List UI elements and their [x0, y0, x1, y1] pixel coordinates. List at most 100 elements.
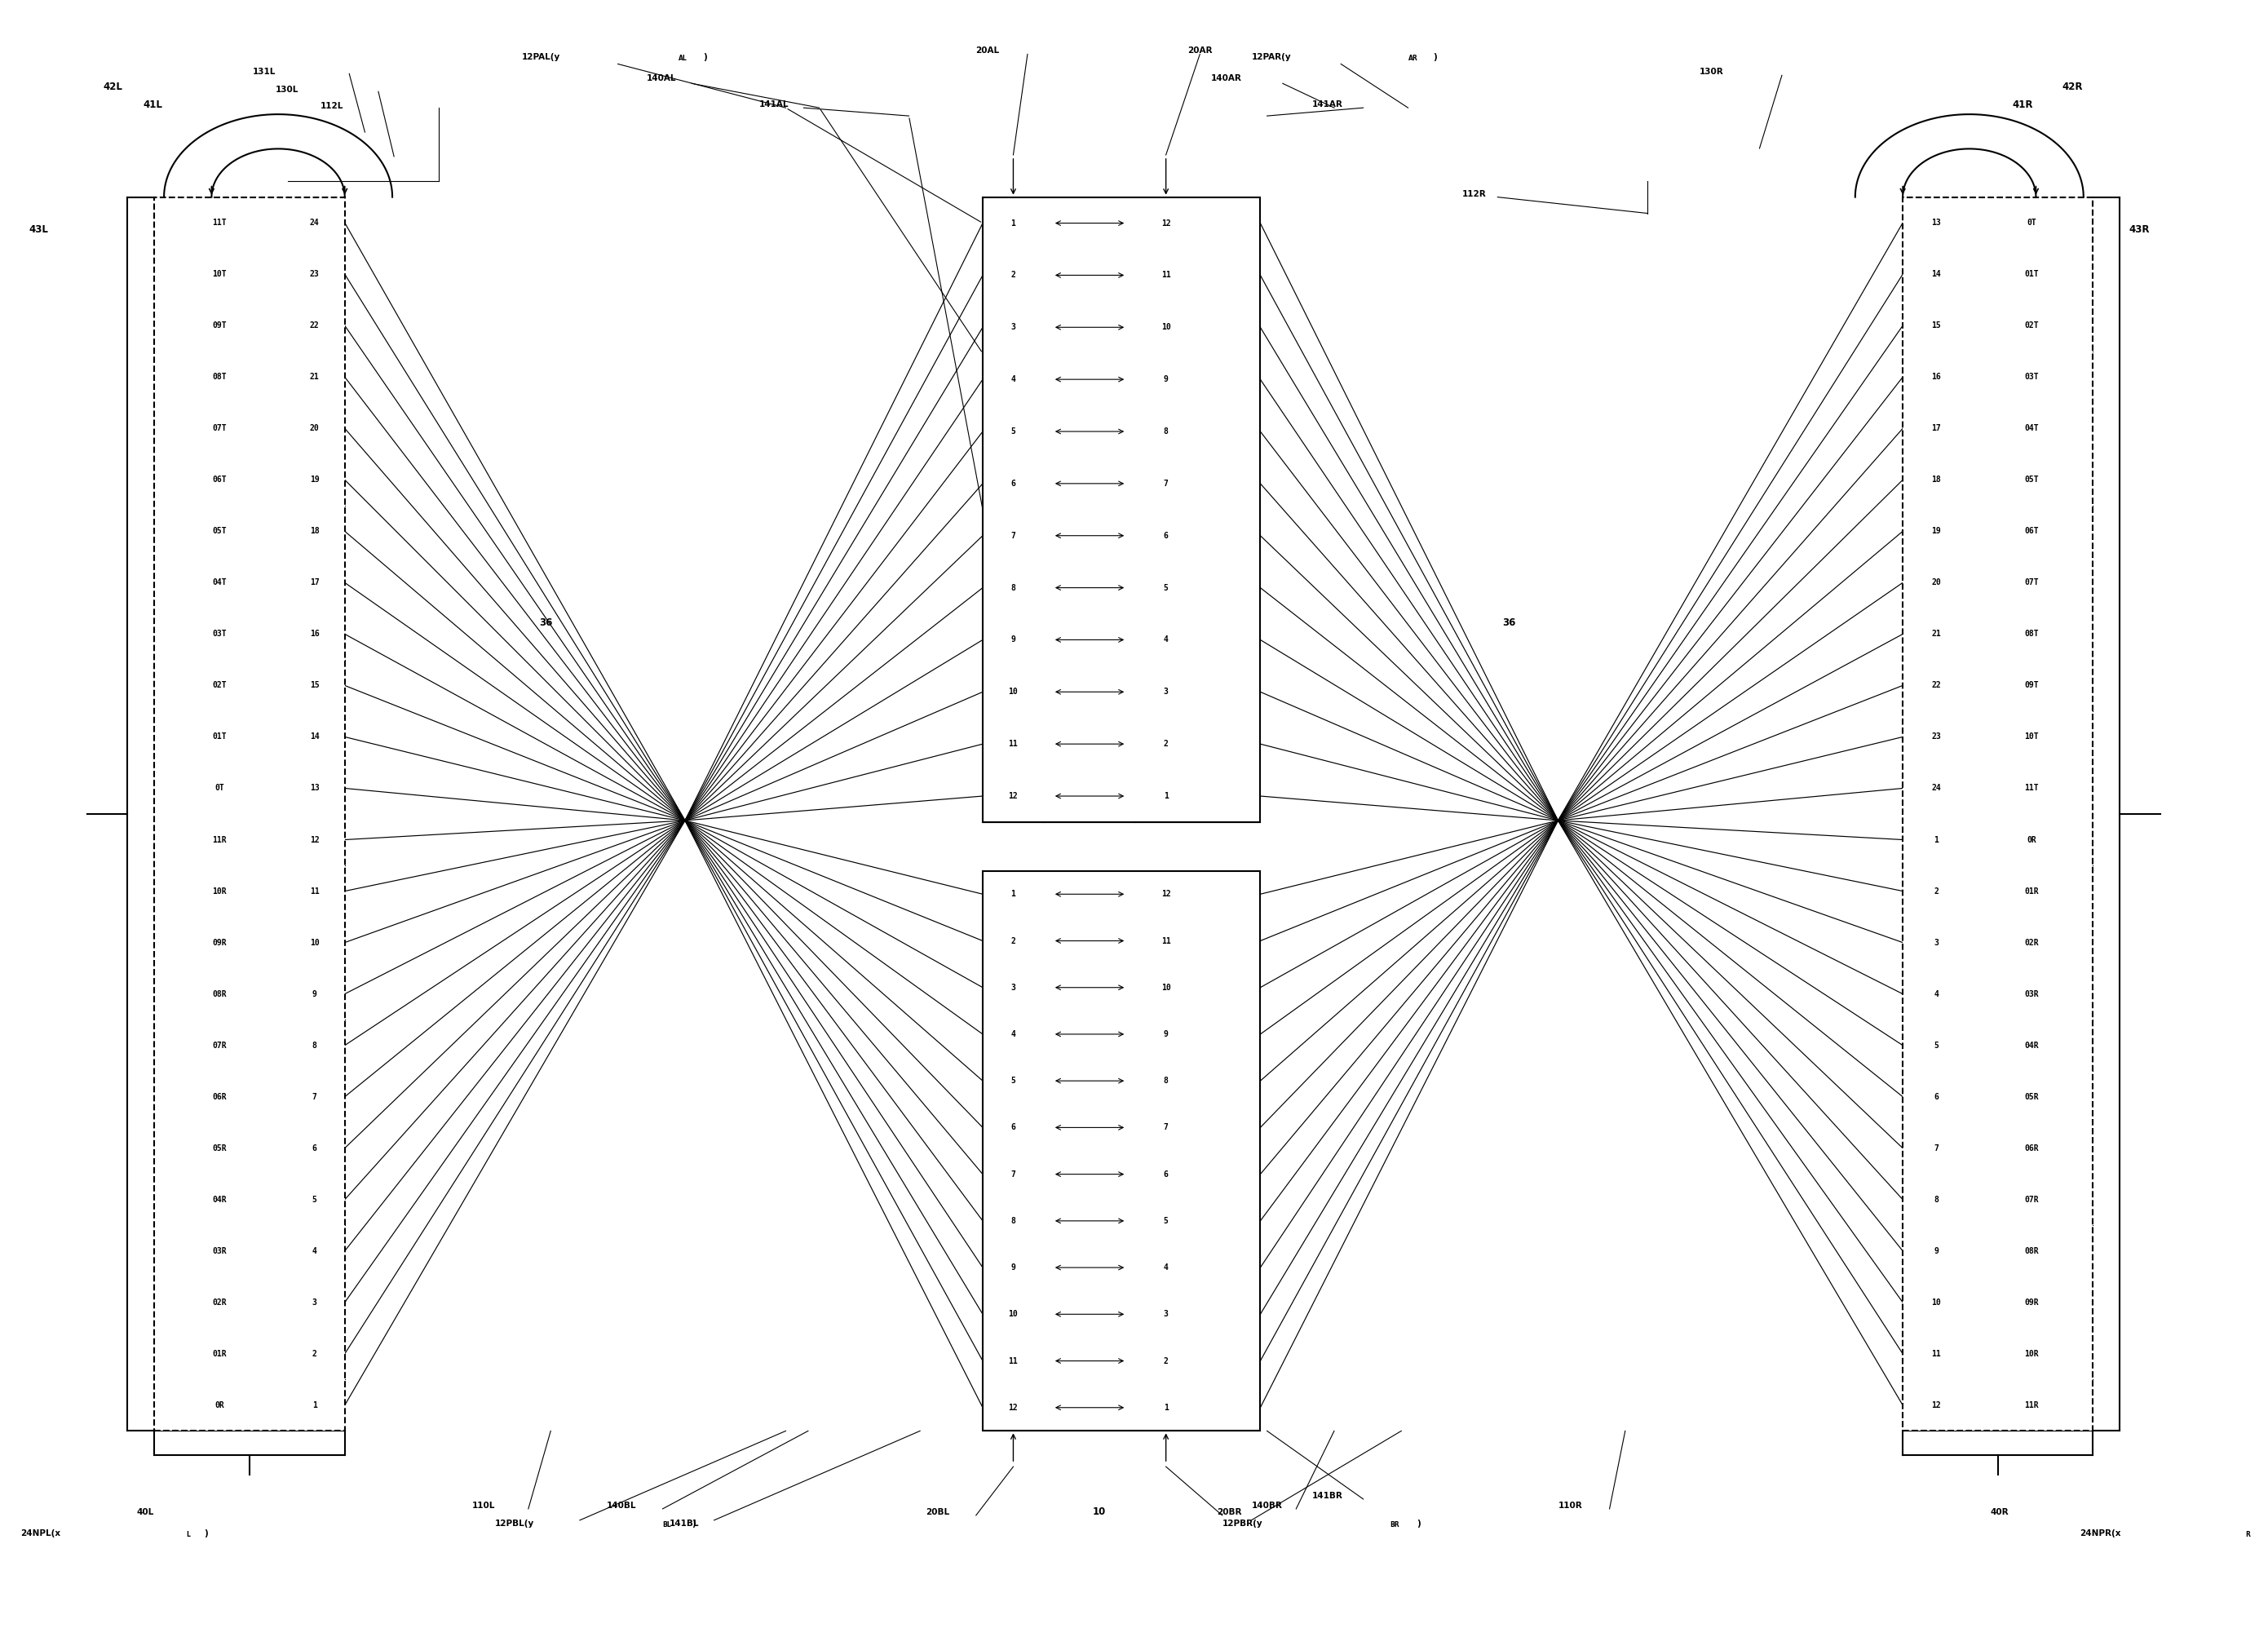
- Text: 9: 9: [1012, 637, 1016, 645]
- Text: 141AL: 141AL: [760, 101, 789, 109]
- Text: 06R: 06R: [2025, 1144, 2039, 1153]
- Text: AL: AL: [678, 55, 687, 62]
- Text: 20BR: 20BR: [1216, 1508, 1241, 1516]
- Text: 09R: 09R: [213, 938, 227, 946]
- Text: 20BL: 20BL: [925, 1508, 950, 1516]
- Text: 21: 21: [1932, 630, 1941, 638]
- Text: 5: 5: [1012, 428, 1016, 436]
- Text: 11: 11: [1932, 1350, 1941, 1358]
- Text: 6: 6: [1012, 1123, 1016, 1131]
- Text: 4: 4: [1163, 637, 1168, 645]
- Text: 08T: 08T: [213, 373, 227, 381]
- Text: 07R: 07R: [2025, 1195, 2039, 1203]
- Text: 01R: 01R: [2025, 887, 2039, 895]
- Text: 11T: 11T: [2025, 785, 2039, 793]
- Text: 10: 10: [1093, 1508, 1107, 1517]
- Text: 6: 6: [313, 1144, 318, 1153]
- Bar: [982, 871, 1261, 1431]
- Text: 7: 7: [1163, 1123, 1168, 1131]
- Text: 20AL: 20AL: [975, 47, 1000, 55]
- Text: 04T: 04T: [213, 578, 227, 586]
- Text: 40R: 40R: [1989, 1508, 2009, 1516]
- Text: 43R: 43R: [2130, 225, 2150, 234]
- Text: 40L: 40L: [136, 1508, 154, 1516]
- Text: ): ): [703, 54, 708, 62]
- Text: 24: 24: [1932, 785, 1941, 793]
- Text: 03T: 03T: [2025, 373, 2039, 381]
- Text: 12: 12: [1009, 1403, 1018, 1411]
- Text: 8: 8: [1012, 1216, 1016, 1224]
- Text: 11T: 11T: [213, 218, 227, 226]
- Text: 9: 9: [1012, 1263, 1016, 1271]
- Text: 36: 36: [540, 617, 553, 628]
- Text: 42R: 42R: [2062, 81, 2082, 93]
- Text: 03T: 03T: [213, 630, 227, 638]
- Text: 140BL: 140BL: [606, 1501, 637, 1509]
- Text: 1: 1: [1163, 791, 1168, 799]
- Text: 18: 18: [1932, 475, 1941, 484]
- Text: 0R: 0R: [215, 1402, 225, 1410]
- Text: 12PBL(y: 12PBL(y: [494, 1519, 533, 1527]
- Text: 10T: 10T: [213, 270, 227, 278]
- Text: AR: AR: [1408, 55, 1418, 62]
- Text: 06T: 06T: [213, 475, 227, 484]
- Text: 11: 11: [1009, 739, 1018, 749]
- Text: 7: 7: [1012, 532, 1016, 540]
- Text: 02R: 02R: [2025, 938, 2039, 946]
- Text: 11: 11: [1009, 1356, 1018, 1364]
- Text: 08R: 08R: [213, 990, 227, 998]
- Text: 02T: 02T: [213, 682, 227, 690]
- Text: 04T: 04T: [2025, 425, 2039, 433]
- Text: 4: 4: [1935, 990, 1939, 998]
- Text: 07R: 07R: [213, 1042, 227, 1050]
- Text: 1: 1: [1935, 835, 1939, 843]
- Text: 19: 19: [311, 475, 320, 484]
- Text: 2: 2: [313, 1350, 318, 1358]
- Text: 6: 6: [1012, 480, 1016, 488]
- Text: 11: 11: [311, 887, 320, 895]
- Text: 10: 10: [311, 938, 320, 946]
- Text: R: R: [2245, 1530, 2250, 1538]
- Text: 5: 5: [1163, 584, 1168, 593]
- Text: 1: 1: [1012, 891, 1016, 899]
- Text: 0R: 0R: [2028, 835, 2037, 843]
- Text: 23: 23: [1932, 733, 1941, 741]
- Text: 12: 12: [311, 835, 320, 843]
- Text: 3: 3: [313, 1298, 318, 1307]
- Text: 7: 7: [1163, 480, 1168, 488]
- Text: 09R: 09R: [2025, 1298, 2039, 1307]
- Text: 0T: 0T: [2028, 218, 2037, 226]
- Text: 09T: 09T: [213, 321, 227, 330]
- Text: 1: 1: [1163, 1403, 1168, 1411]
- Text: 18: 18: [311, 527, 320, 536]
- Text: ): ): [692, 1519, 696, 1527]
- Text: 24NPL(x: 24NPL(x: [20, 1529, 61, 1537]
- Text: 10R: 10R: [213, 887, 227, 895]
- Text: BL: BL: [662, 1521, 671, 1529]
- Text: 23: 23: [311, 270, 320, 278]
- Text: 3: 3: [1163, 687, 1168, 697]
- Text: 03R: 03R: [213, 1247, 227, 1255]
- Text: 3: 3: [1012, 983, 1016, 991]
- Text: 11: 11: [1161, 272, 1170, 280]
- Text: L: L: [186, 1530, 191, 1538]
- Text: 04R: 04R: [2025, 1042, 2039, 1050]
- Text: 16: 16: [311, 630, 320, 638]
- Text: 5: 5: [1012, 1076, 1016, 1084]
- Text: 12PBR(y: 12PBR(y: [1222, 1519, 1263, 1527]
- Text: 43L: 43L: [29, 225, 48, 234]
- Text: 24: 24: [311, 218, 320, 226]
- Text: 12: 12: [1932, 1402, 1941, 1410]
- Text: 05T: 05T: [2025, 475, 2039, 484]
- Text: 24NPR(x: 24NPR(x: [2080, 1529, 2121, 1537]
- Text: 10T: 10T: [2025, 733, 2039, 741]
- Text: 22: 22: [311, 321, 320, 330]
- Text: 42L: 42L: [102, 81, 122, 93]
- Text: 11R: 11R: [2025, 1402, 2039, 1410]
- Text: 11: 11: [1161, 936, 1170, 944]
- Text: 12: 12: [1161, 220, 1170, 228]
- Text: 5: 5: [1935, 1042, 1939, 1050]
- Text: 12PAR(y: 12PAR(y: [1252, 54, 1290, 62]
- Text: 130L: 130L: [274, 86, 299, 94]
- Bar: [982, 197, 1261, 822]
